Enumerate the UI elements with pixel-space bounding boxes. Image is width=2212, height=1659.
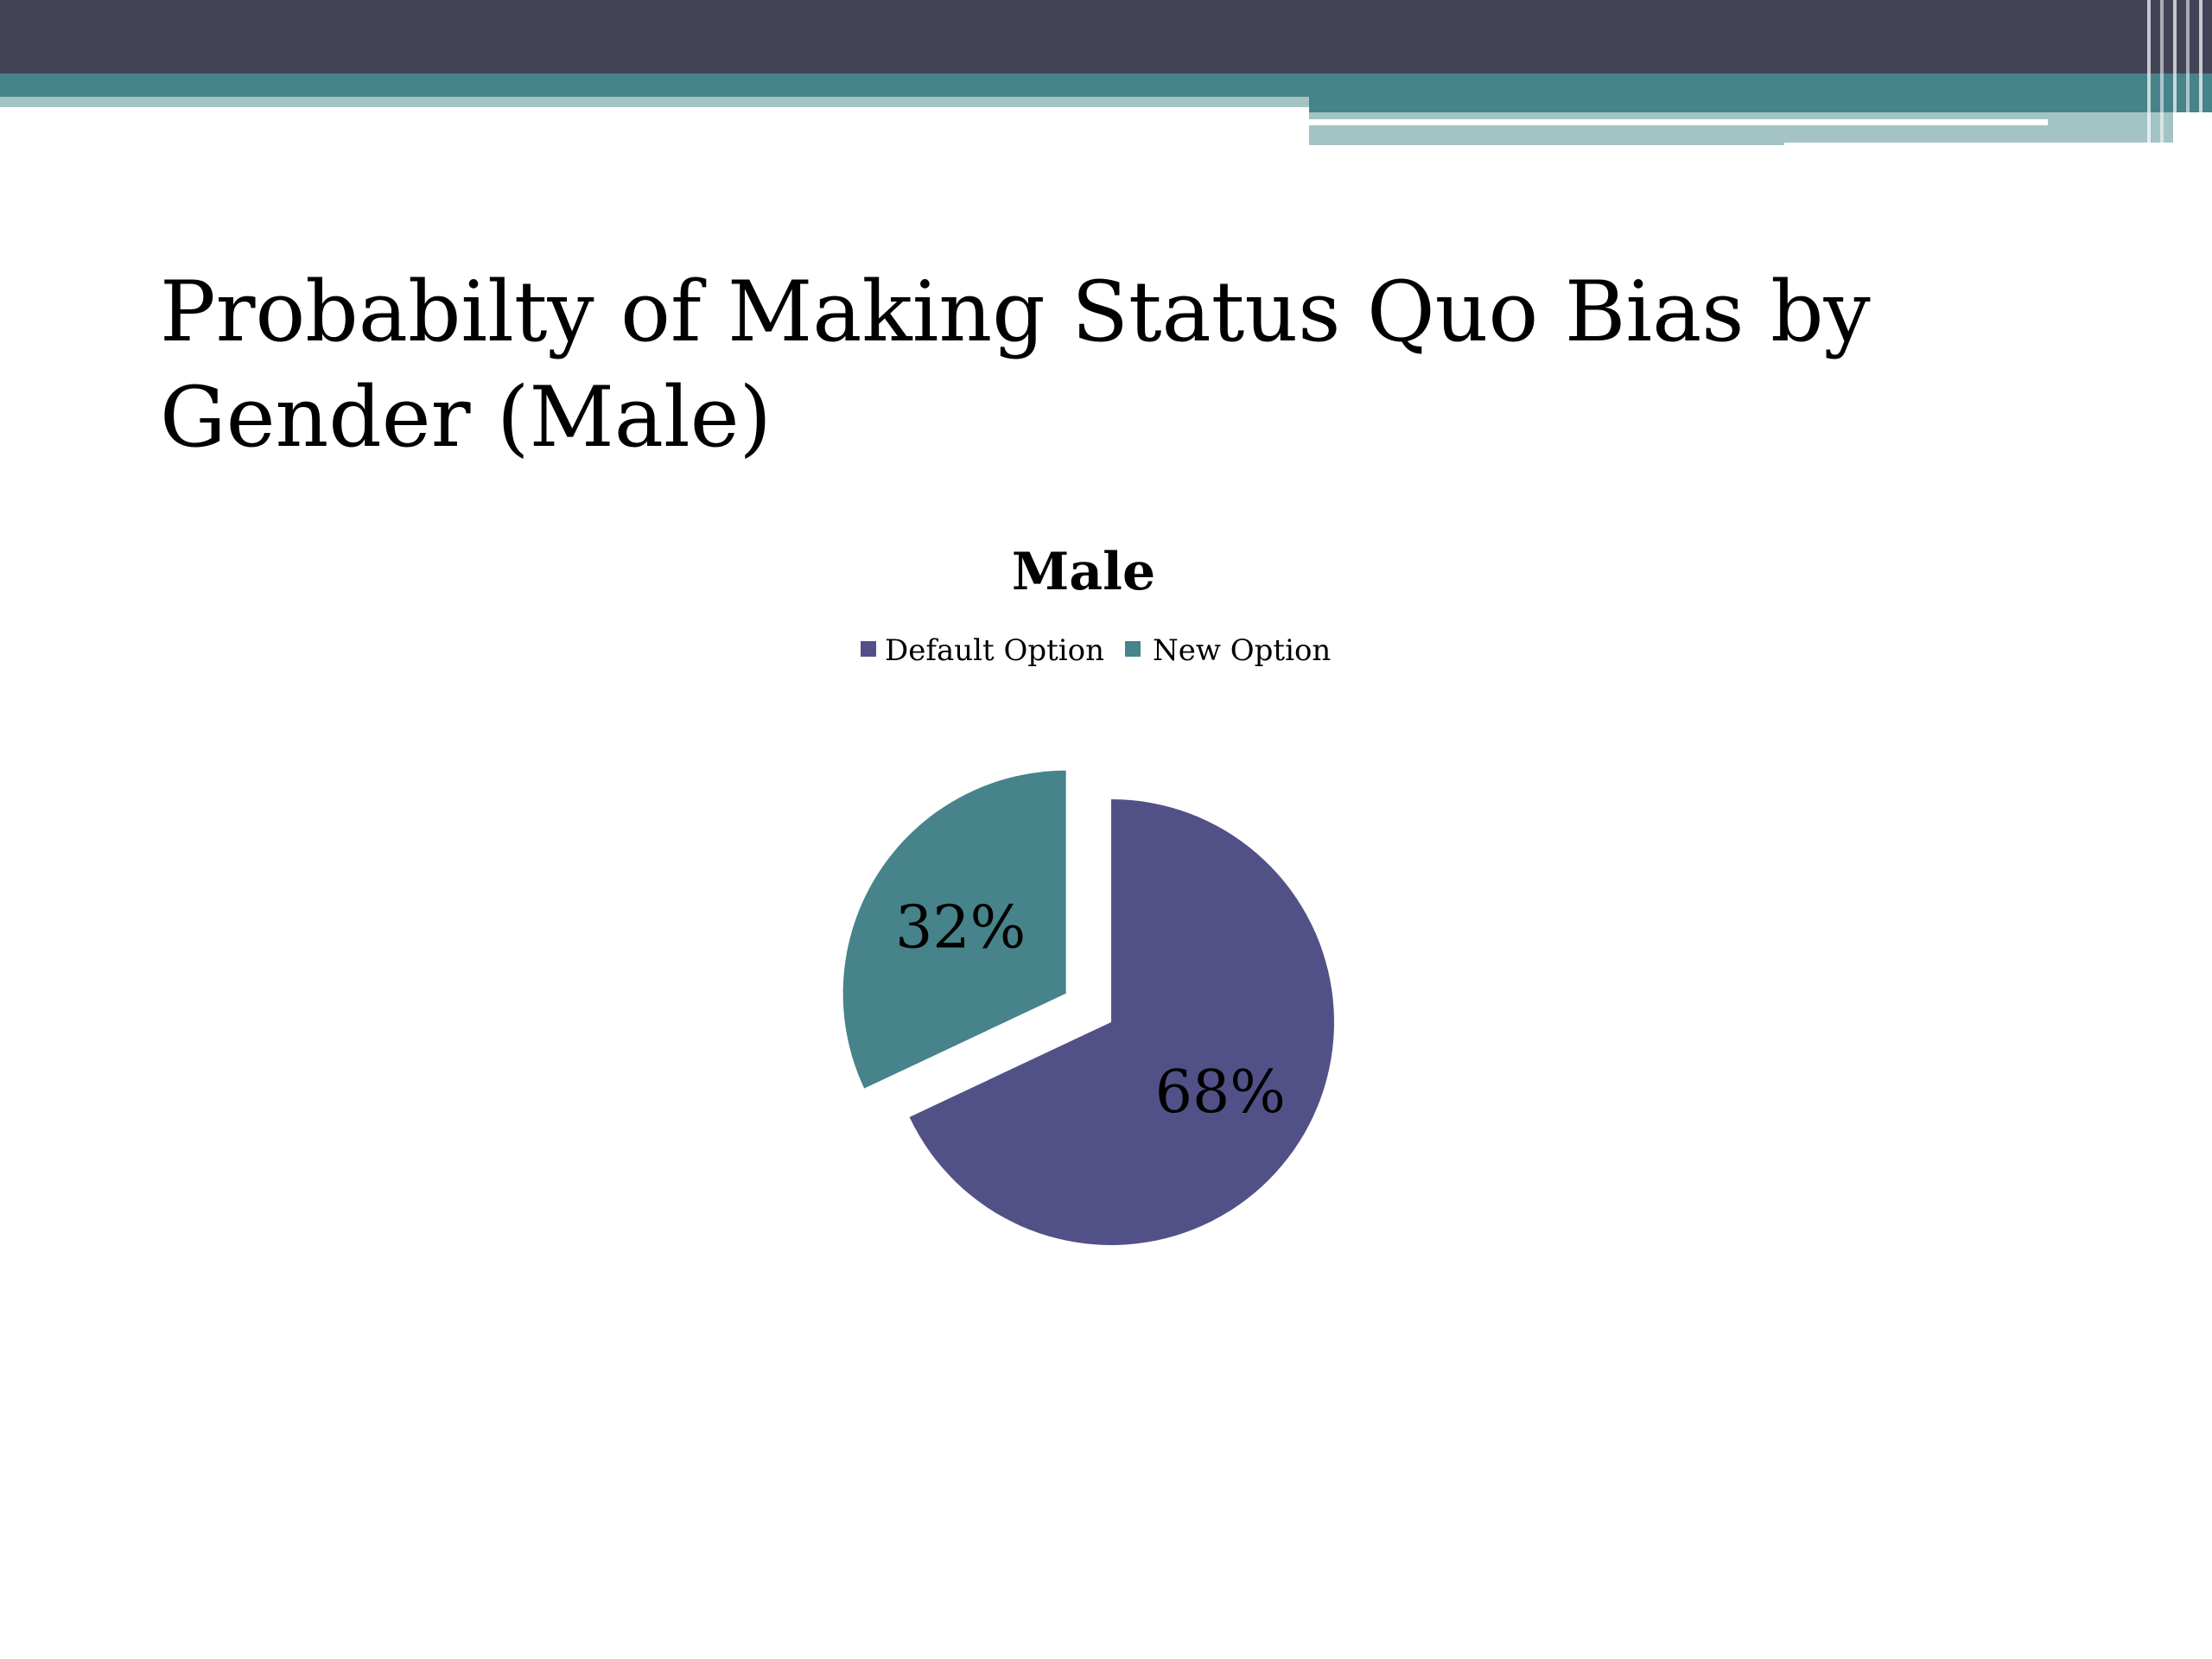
- header-stripe: [2160, 0, 2164, 147]
- header-bar-light-right: [1309, 112, 2173, 145]
- legend-swatch-new-option: [1125, 641, 1141, 657]
- header-bar-light-left: [0, 97, 1309, 107]
- legend-swatch-default-option: [861, 641, 876, 657]
- header-line-white: [1309, 119, 2048, 125]
- slice-label-new-option: 32%: [895, 893, 1026, 962]
- header-bar-teal: [0, 73, 2212, 97]
- header-bar-dark: [0, 0, 2212, 73]
- header-bar-teal-right: [1309, 97, 2212, 112]
- legend: Default Option New Option: [861, 633, 1331, 668]
- header-stripe: [2173, 0, 2177, 147]
- slide-title: Probabilty of Making Status Quo Bias by …: [160, 264, 1871, 466]
- pie-slice-default-option: [909, 799, 1334, 1245]
- header-notch-white: [1784, 143, 2173, 151]
- legend-label-new-option: New Option: [1153, 633, 1331, 668]
- legend-label-default-option: Default Option: [885, 633, 1104, 668]
- header-stripe: [2147, 0, 2151, 147]
- chart-title: Male: [1012, 542, 1155, 602]
- header-stripe: [2199, 0, 2202, 147]
- slice-label-default-option: 68%: [1155, 1058, 1286, 1127]
- header-stripe: [2186, 0, 2190, 147]
- pie-slice-new-option: [842, 770, 1066, 1089]
